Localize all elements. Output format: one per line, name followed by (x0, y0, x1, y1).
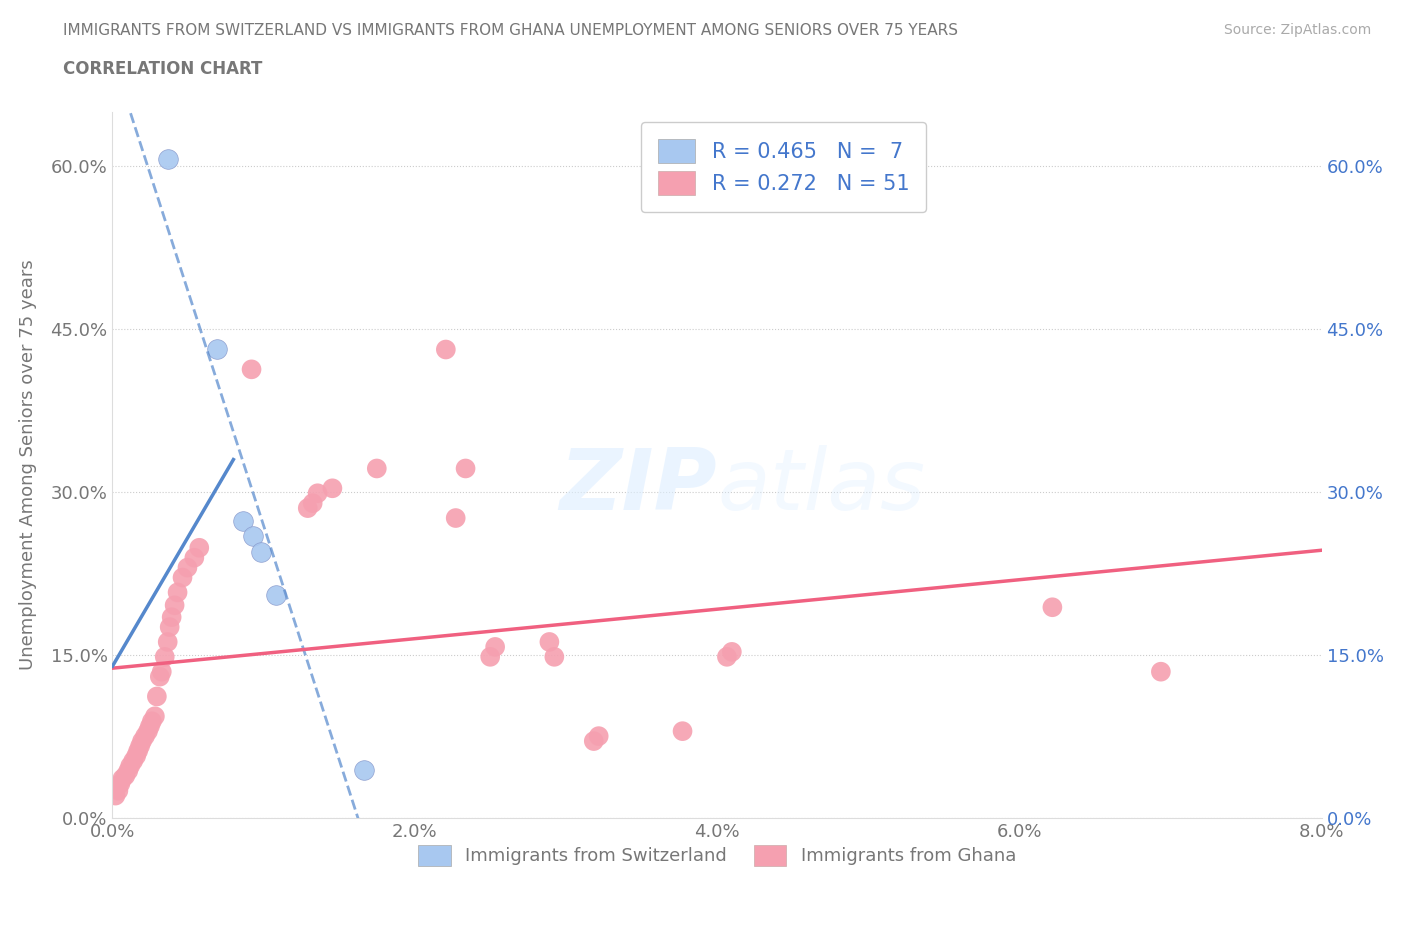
Point (149, 670, 172, 684)
Point (297, 500, 319, 515)
Point (454, 461, 477, 476)
Point (479, 649, 502, 664)
Point (716, 649, 738, 664)
Point (301, 496, 323, 511)
Point (242, 528, 264, 543)
Text: CORRELATION CHART: CORRELATION CHART (63, 60, 263, 78)
Point (166, 585, 188, 600)
Point (353, 763, 375, 777)
Point (156, 152, 179, 166)
Point (111, 771, 134, 786)
Point (107, 783, 129, 798)
Point (543, 649, 565, 664)
Point (188, 540, 211, 555)
Point (434, 342, 457, 357)
Point (250, 544, 273, 559)
Y-axis label: Unemployment Among Seniors over 75 years: Unemployment Among Seniors over 75 years (18, 259, 37, 671)
Point (146, 689, 169, 704)
Point (136, 724, 159, 738)
Text: IMMIGRANTS FROM SWITZERLAND VS IMMIGRANTS FROM GHANA UNEMPLOYMENT AMONG SENIORS : IMMIGRANTS FROM SWITZERLAND VS IMMIGRANT… (63, 23, 959, 38)
Point (117, 764, 139, 778)
Point (444, 511, 467, 525)
Point (264, 588, 287, 603)
Point (125, 749, 148, 764)
Point (163, 598, 186, 613)
Point (160, 610, 183, 625)
Point (153, 649, 176, 664)
Point (131, 734, 153, 749)
Point (1150, 664, 1173, 679)
Point (176, 560, 198, 575)
Point (671, 724, 693, 738)
Point (588, 729, 610, 744)
Legend: Immigrants from Switzerland, Immigrants from Ghana: Immigrants from Switzerland, Immigrants … (404, 830, 1031, 880)
Point (172, 570, 194, 585)
Point (538, 634, 561, 649)
Text: Source: ZipAtlas.com: Source: ZipAtlas.com (1223, 23, 1371, 37)
Point (321, 481, 343, 496)
Point (127, 744, 149, 759)
Point (120, 759, 142, 774)
Point (240, 362, 263, 377)
Point (156, 634, 179, 649)
Point (721, 644, 744, 659)
Point (141, 714, 163, 729)
Point (143, 709, 166, 724)
Point (582, 734, 605, 749)
Point (232, 513, 254, 528)
Text: atlas: atlas (717, 445, 925, 527)
Point (122, 753, 145, 768)
Point (110, 777, 132, 791)
Point (307, 485, 329, 500)
Point (134, 729, 156, 744)
Point (366, 461, 388, 476)
Point (183, 551, 205, 565)
Point (159, 619, 181, 634)
Point (150, 664, 173, 679)
Point (129, 738, 152, 753)
Point (484, 640, 506, 655)
Text: ZIP: ZIP (560, 445, 717, 527)
Point (139, 719, 162, 734)
Point (114, 768, 136, 783)
Point (205, 341, 228, 356)
Point (104, 788, 127, 803)
Point (1040, 600, 1063, 615)
